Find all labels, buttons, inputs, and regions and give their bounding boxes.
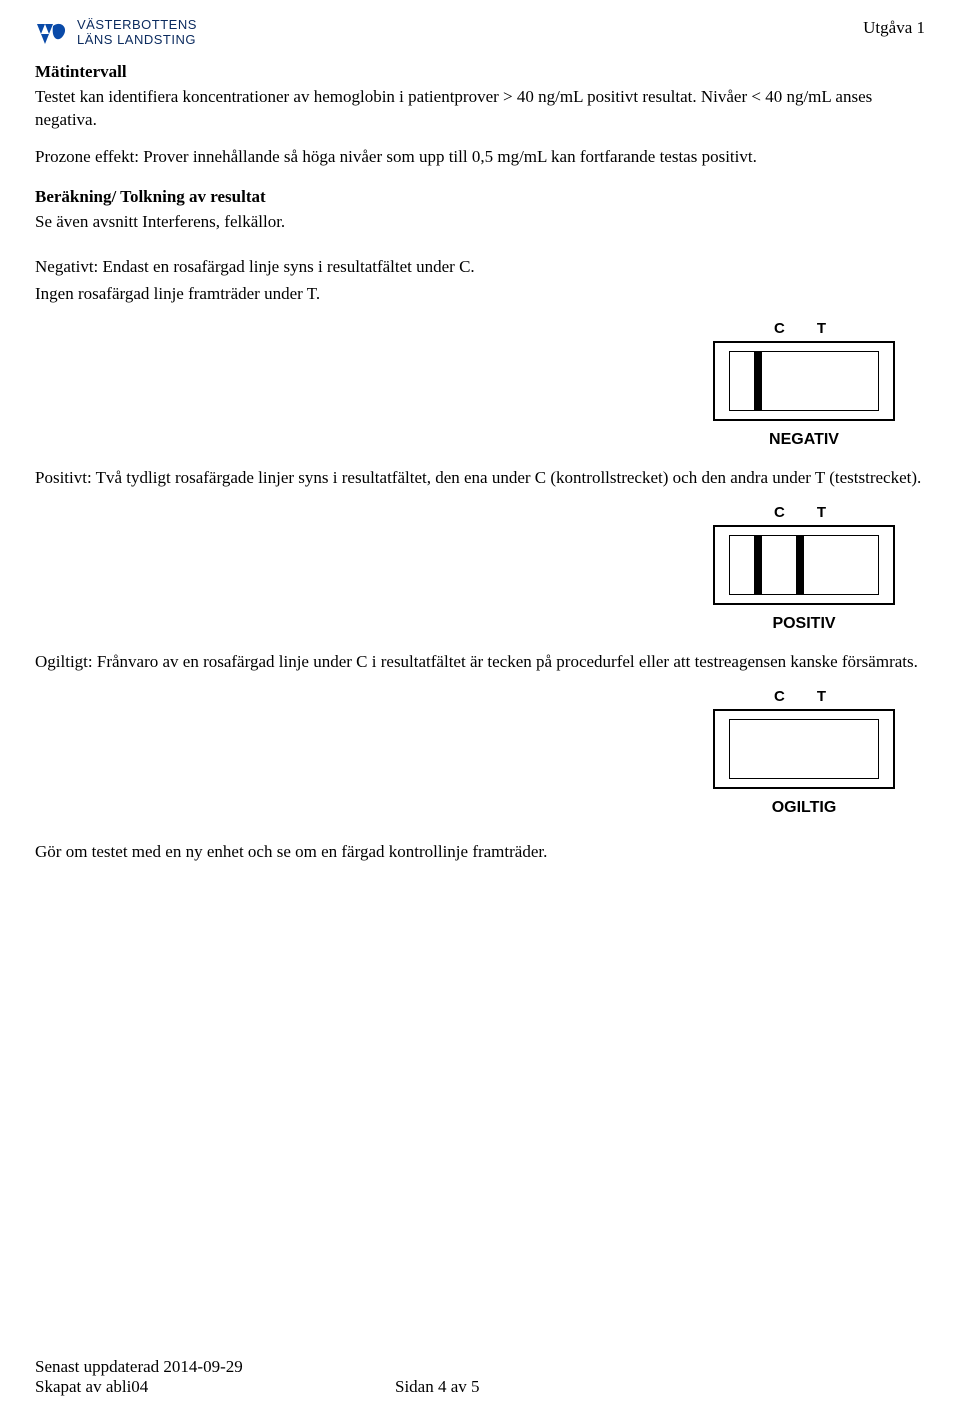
page: VÄSTERBOTTENS LÄNS LANDSTING Utgåva 1 Mä… xyxy=(0,0,960,1415)
berakning-heading: Beräkning/ Tolkning av resultat xyxy=(35,187,925,207)
band-c xyxy=(754,351,762,411)
label-t: T xyxy=(817,320,858,337)
org-name: VÄSTERBOTTENS LÄNS LANDSTING xyxy=(77,18,197,48)
org-line1: VÄSTERBOTTENS xyxy=(77,18,197,33)
matintervall-p1: Testet kan identifiera koncentrationer a… xyxy=(35,86,925,132)
footer-author: Skapat av abli04 xyxy=(35,1377,395,1397)
ct-labels: CT xyxy=(750,504,858,521)
band-t xyxy=(796,535,804,595)
retry-p: Gör om testet med en ny enhet och se om … xyxy=(35,841,925,864)
figure-label-negativ: NEGATIV xyxy=(769,431,839,449)
org-logo: VÄSTERBOTTENS LÄNS LANDSTING xyxy=(35,18,197,48)
org-line2: LÄNS LANDSTING xyxy=(77,33,197,48)
label-t: T xyxy=(817,688,858,705)
matintervall-p2: Prozone effekt: Prover innehållande så h… xyxy=(35,146,925,169)
footer-updated: Senast uppdaterad 2014-09-29 xyxy=(35,1357,925,1377)
negativ-p2: Ingen rosafärgad linje framträder under … xyxy=(35,283,925,306)
strip-window xyxy=(729,351,879,411)
ct-labels: CT xyxy=(750,320,858,337)
strip-window xyxy=(729,535,879,595)
ogiltig-p: Ogiltigt: Frånvaro av en rosafärgad linj… xyxy=(35,651,925,674)
negativ-p1: Negativt: Endast en rosafärgad linje syn… xyxy=(35,256,925,279)
matintervall-heading: Mätintervall xyxy=(35,62,925,82)
footer-page: Sidan 4 av 5 xyxy=(395,1377,480,1397)
ct-labels: CT xyxy=(750,688,858,705)
figure-ogiltig: CT OGILTIG xyxy=(35,688,925,817)
header: VÄSTERBOTTENS LÄNS LANDSTING Utgåva 1 xyxy=(35,18,925,48)
edition-label: Utgåva 1 xyxy=(863,18,925,38)
strip-outer xyxy=(713,341,895,421)
logo-icon xyxy=(35,18,71,48)
strip-outer xyxy=(713,709,895,789)
band-c xyxy=(754,535,762,595)
positiv-p: Positivt: Två tydligt rosafärgade linjer… xyxy=(35,467,925,490)
label-c: C xyxy=(774,320,817,337)
figure-label-ogiltig: OGILTIG xyxy=(772,799,837,817)
figure-label-positiv: POSITIV xyxy=(772,615,835,633)
label-c: C xyxy=(774,504,817,521)
label-c: C xyxy=(774,688,817,705)
strip-outer xyxy=(713,525,895,605)
strip-window xyxy=(729,719,879,779)
figure-positiv: CT POSITIV xyxy=(35,504,925,633)
footer: Senast uppdaterad 2014-09-29 Skapat av a… xyxy=(35,1357,925,1397)
label-t: T xyxy=(817,504,858,521)
figure-negativ: CT NEGATIV xyxy=(35,320,925,449)
berakning-p1: Se även avsnitt Interferens, felkällor. xyxy=(35,211,925,234)
